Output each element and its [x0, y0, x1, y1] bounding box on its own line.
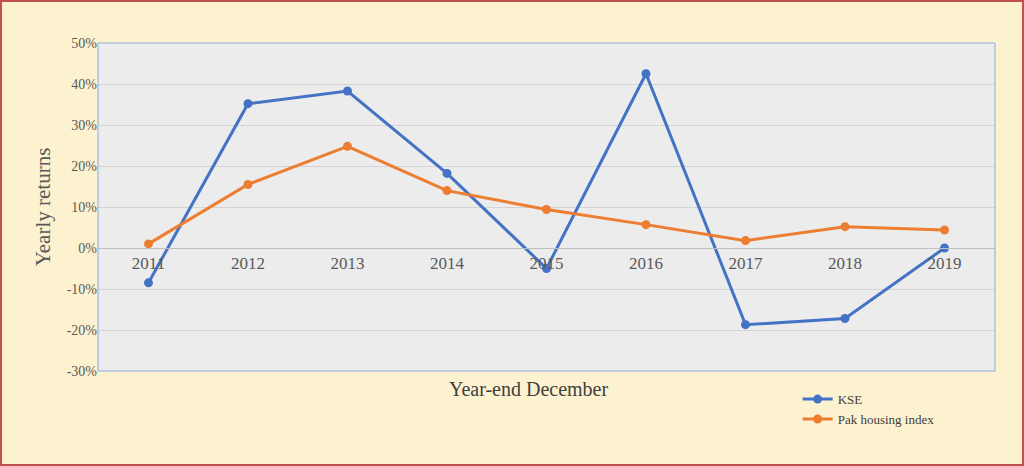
svg-text:-20%: -20%	[67, 323, 98, 338]
svg-text:30%: 30%	[71, 118, 97, 133]
svg-text:20%: 20%	[71, 159, 97, 174]
svg-text:10%: 10%	[71, 200, 97, 215]
svg-text:50%: 50%	[71, 36, 97, 51]
svg-text:Yearly returns: Yearly returns	[31, 148, 55, 267]
svg-text:0%: 0%	[78, 241, 97, 256]
svg-text:Pak housing index: Pak housing index	[838, 412, 935, 427]
svg-text:2016: 2016	[629, 254, 663, 273]
svg-text:-30%: -30%	[67, 364, 98, 379]
svg-text:KSE: KSE	[838, 392, 863, 407]
svg-text:40%: 40%	[71, 77, 97, 92]
svg-text:2013: 2013	[330, 254, 364, 273]
svg-text:-10%: -10%	[67, 282, 98, 297]
svg-text:2018: 2018	[828, 254, 862, 273]
svg-text:2017: 2017	[729, 254, 764, 273]
svg-text:Year-end December: Year-end December	[449, 378, 609, 400]
svg-text:2015: 2015	[530, 254, 564, 273]
svg-text:2019: 2019	[928, 254, 962, 273]
svg-text:2011: 2011	[132, 254, 165, 273]
svg-text:2012: 2012	[231, 254, 265, 273]
svg-text:2014: 2014	[430, 254, 465, 273]
